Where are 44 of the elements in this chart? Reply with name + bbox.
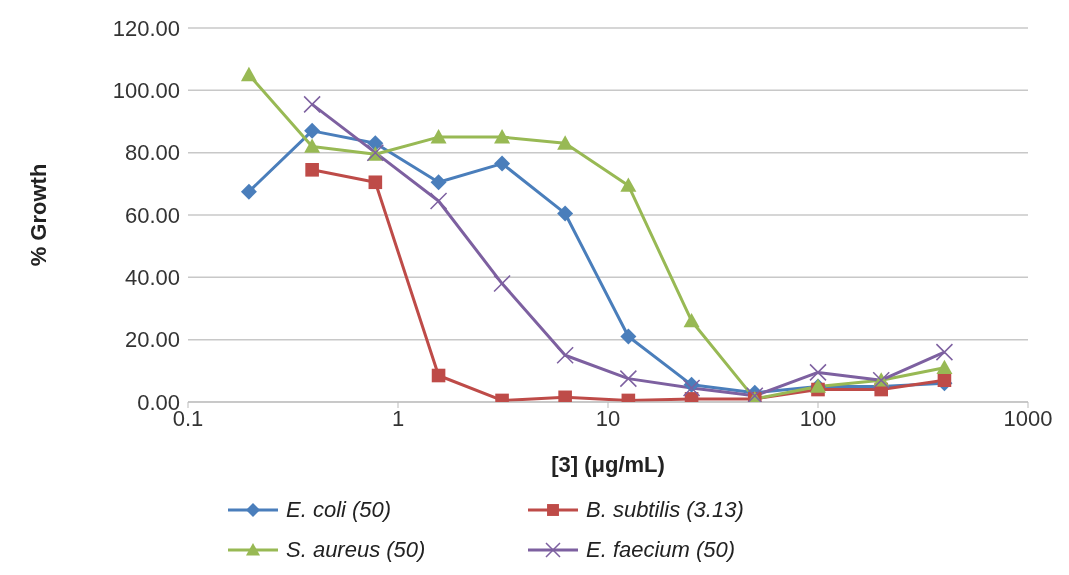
- y-axis-title: % Growth: [25, 163, 51, 267]
- point: [557, 135, 574, 150]
- point: [494, 129, 511, 144]
- x-axis-title: [3] (μg/mL): [551, 452, 665, 477]
- point: [558, 390, 572, 402]
- x-tick-label: 100: [799, 405, 837, 431]
- point: [304, 138, 321, 153]
- y-tick-label: 80.00: [124, 140, 180, 166]
- y-tick-label: 120.00: [112, 15, 180, 41]
- point: [493, 274, 511, 293]
- point: [303, 95, 321, 114]
- legend-label: S. aureus (50): [286, 537, 426, 563]
- point: [557, 205, 574, 222]
- point: [620, 177, 637, 192]
- point: [367, 135, 384, 152]
- point: [620, 328, 637, 345]
- point: [368, 175, 383, 190]
- x-tick-label: 1000: [1003, 405, 1053, 431]
- legend-label: B. subtilis (3.13): [586, 497, 744, 523]
- point: [809, 363, 827, 382]
- point: [556, 346, 574, 364]
- point: [429, 192, 448, 210]
- point: [240, 183, 257, 200]
- point: [304, 122, 321, 139]
- legend-label: E. coli (50): [286, 497, 392, 523]
- point: [430, 129, 447, 144]
- legend-label: E. faecium (50): [586, 537, 736, 563]
- point: [937, 373, 952, 387]
- y-tick-label: 100.00: [112, 78, 180, 104]
- point: [619, 369, 638, 388]
- y-tick-label: 60.00: [124, 202, 180, 228]
- point: [683, 312, 700, 328]
- x-tick-label: 1: [391, 405, 405, 431]
- point: [935, 343, 954, 361]
- point: [305, 163, 319, 177]
- y-tick-label: 40.00: [124, 265, 180, 291]
- point: [430, 174, 447, 191]
- y-tick-label: 20.00: [124, 327, 180, 353]
- point: [494, 155, 511, 172]
- point: [682, 379, 701, 397]
- x-tick-label: 10: [595, 405, 621, 431]
- point: [431, 368, 446, 383]
- point: [240, 66, 257, 82]
- point: [936, 359, 953, 375]
